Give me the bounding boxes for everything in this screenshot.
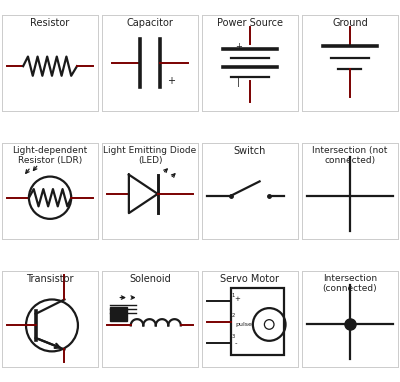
Text: +: +: [235, 296, 240, 303]
Text: Light Emitting Diode
(LED): Light Emitting Diode (LED): [103, 146, 197, 165]
Text: 1: 1: [232, 293, 235, 298]
Text: pulse: pulse: [236, 322, 253, 327]
Text: +: +: [167, 76, 175, 86]
Text: Intersection (not
connected): Intersection (not connected): [312, 146, 388, 165]
Text: Transistor: Transistor: [26, 274, 74, 283]
Bar: [231, 288, 284, 355]
Text: Servo Motor: Servo Motor: [220, 274, 280, 283]
Text: Solenoid: Solenoid: [129, 274, 171, 283]
Text: Ground: Ground: [332, 18, 368, 28]
Text: -: -: [235, 341, 237, 347]
Text: Switch: Switch: [234, 146, 266, 156]
Text: Intersection
(connected): Intersection (connected): [323, 274, 377, 293]
Text: |: |: [237, 78, 240, 87]
Text: Light-dependent
Resistor (LDR): Light-dependent Resistor (LDR): [12, 146, 88, 165]
Bar: [110, 307, 127, 320]
Text: Power Source: Power Source: [217, 18, 283, 28]
Text: Resistor: Resistor: [30, 18, 70, 28]
Text: Capacitor: Capacitor: [126, 18, 174, 28]
Text: +: +: [235, 42, 242, 52]
Text: 3: 3: [232, 334, 235, 339]
Text: 2: 2: [232, 313, 235, 318]
